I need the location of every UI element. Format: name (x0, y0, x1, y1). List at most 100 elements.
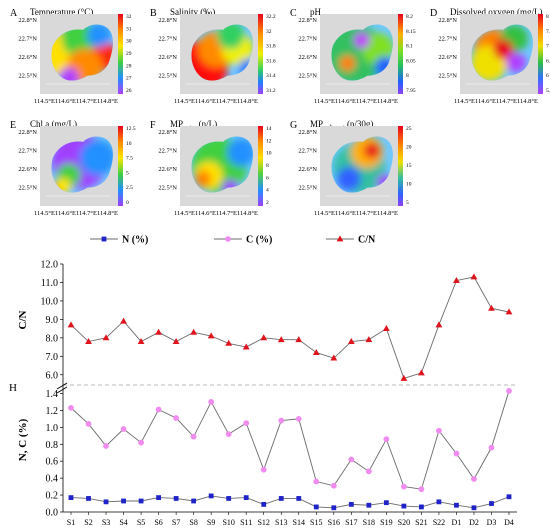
color-scale-label: 4 (266, 188, 269, 194)
sea-gradient (51, 24, 113, 81)
cn-series-point (102, 334, 110, 341)
color-scale-label: 31 (126, 26, 132, 32)
y-tick-label-lower: 1.4 (46, 389, 59, 400)
y-tick-label-lower: 0.8 (46, 440, 59, 451)
cn-series-point (120, 317, 127, 324)
map-panel-letter: E (10, 120, 16, 131)
color-scale-label: 8 (406, 73, 409, 79)
n-series-point (173, 496, 179, 501)
chart-panel-letter: H (9, 382, 17, 394)
lon-label: 114.8°E (377, 210, 398, 217)
lon-label: 114.6°E (475, 98, 496, 105)
n-series-point (296, 496, 302, 501)
x-tick-label: S21 (415, 518, 427, 527)
color-scale-label: 8.2 (406, 14, 413, 20)
cn-series-point (225, 339, 233, 346)
c-series-point (453, 450, 460, 457)
c-series-point (278, 417, 285, 424)
n-series-point (331, 505, 337, 511)
n-series-point (156, 495, 161, 501)
c-series-point (418, 486, 425, 493)
color-scale-label: 32 (266, 29, 272, 35)
c-series-point (260, 466, 267, 473)
lat-label: 22.7°N (298, 36, 317, 43)
cn-series-point (418, 369, 425, 376)
lon-label: 114.6°E (55, 210, 76, 217)
lat-label: 22.7°N (298, 148, 317, 155)
x-tick-label: D2 (469, 518, 479, 527)
lon-label: 114.8°E (517, 98, 538, 105)
y-tick-label-lower: 1.2 (46, 406, 59, 417)
color-scale-label: 30 (126, 39, 132, 45)
color-blob (506, 52, 527, 73)
y-tick-label-upper: 12.0 (41, 260, 59, 271)
lat-label: 22.8°N (18, 17, 37, 24)
cn-series-point (505, 308, 513, 315)
c-series-line (70, 390, 510, 490)
color-scale-bar (258, 126, 263, 206)
c-series-point (190, 433, 197, 440)
n-series-point (313, 504, 319, 510)
y-tick-label-upper: 6.0 (46, 370, 59, 381)
c-series-point (68, 404, 74, 411)
sea-color-field (51, 24, 113, 81)
cn-series-point (453, 277, 460, 284)
color-scale-label: 15 (406, 163, 412, 169)
c-series-point (208, 399, 215, 405)
n-series-point (366, 502, 372, 508)
color-scale-label: 2.5 (126, 185, 133, 191)
c-series-point (103, 443, 109, 449)
lat-label: 22.5°N (298, 73, 317, 80)
c-series-point (243, 420, 250, 426)
x-tick-label: S7 (172, 518, 180, 527)
n-series-point (121, 498, 126, 504)
cn-series-point (382, 325, 390, 332)
lon-label: 114.6°E (195, 210, 216, 217)
color-scale-label: 14 (266, 126, 272, 132)
lat-label: 22.5°N (18, 185, 37, 192)
c-series-point (225, 431, 232, 438)
sea-gradient (471, 24, 528, 81)
color-scale-label: 8.1 (406, 44, 413, 50)
c-series-point (383, 436, 390, 443)
map-area (320, 14, 402, 94)
map-title: pH (310, 7, 322, 17)
n-series-point (138, 498, 144, 504)
lat-label: 22.7°N (18, 36, 37, 43)
sea-gradient (191, 136, 253, 193)
color-scale-label: 10 (126, 141, 132, 147)
color-scale-bar (398, 14, 403, 94)
map-area (40, 14, 122, 94)
lat-label: 22.7°N (18, 148, 37, 155)
color-scale-label: 25 (406, 126, 412, 132)
cn-series-point (470, 273, 478, 280)
color-scale-label: 8 (546, 14, 549, 20)
x-tick-label: S13 (275, 518, 287, 527)
map-title: Salinity (‰) (170, 7, 215, 17)
map-title: Dissolved oxygen (mg/L) (450, 7, 543, 17)
y-tick-label-upper: 11.0 (41, 278, 58, 289)
cn-series-point (347, 337, 355, 344)
lon-label: 114.5°E (314, 210, 335, 217)
color-blob (79, 139, 113, 176)
color-scale-bar (118, 14, 123, 94)
cn-series-point (277, 336, 285, 343)
x-tick-label: S5 (137, 518, 145, 527)
color-scale-label: 0 (126, 200, 129, 206)
map-area (320, 126, 402, 206)
map-panel-f: FMPwater (n/L)22.8°N22.7°N22.6°N22.5°N11… (150, 119, 272, 217)
lon-label: 114.8°E (237, 98, 258, 105)
lat-label: 22.7°N (158, 36, 177, 43)
x-tick-label: S19 (380, 518, 392, 527)
n-series-line (70, 495, 510, 509)
y-tick-label-lower: 1.0 (46, 423, 59, 434)
color-scale-label: 7 (546, 44, 549, 50)
c-series-point (173, 415, 180, 421)
x-tick-label: S18 (363, 518, 375, 527)
color-blob (195, 170, 212, 187)
lon-label: 114.8°E (97, 98, 118, 105)
lon-label: 114.8°E (377, 98, 398, 105)
color-scale-bar (118, 126, 123, 206)
lat-label: 22.5°N (298, 185, 317, 192)
color-scale-bar (398, 126, 403, 206)
